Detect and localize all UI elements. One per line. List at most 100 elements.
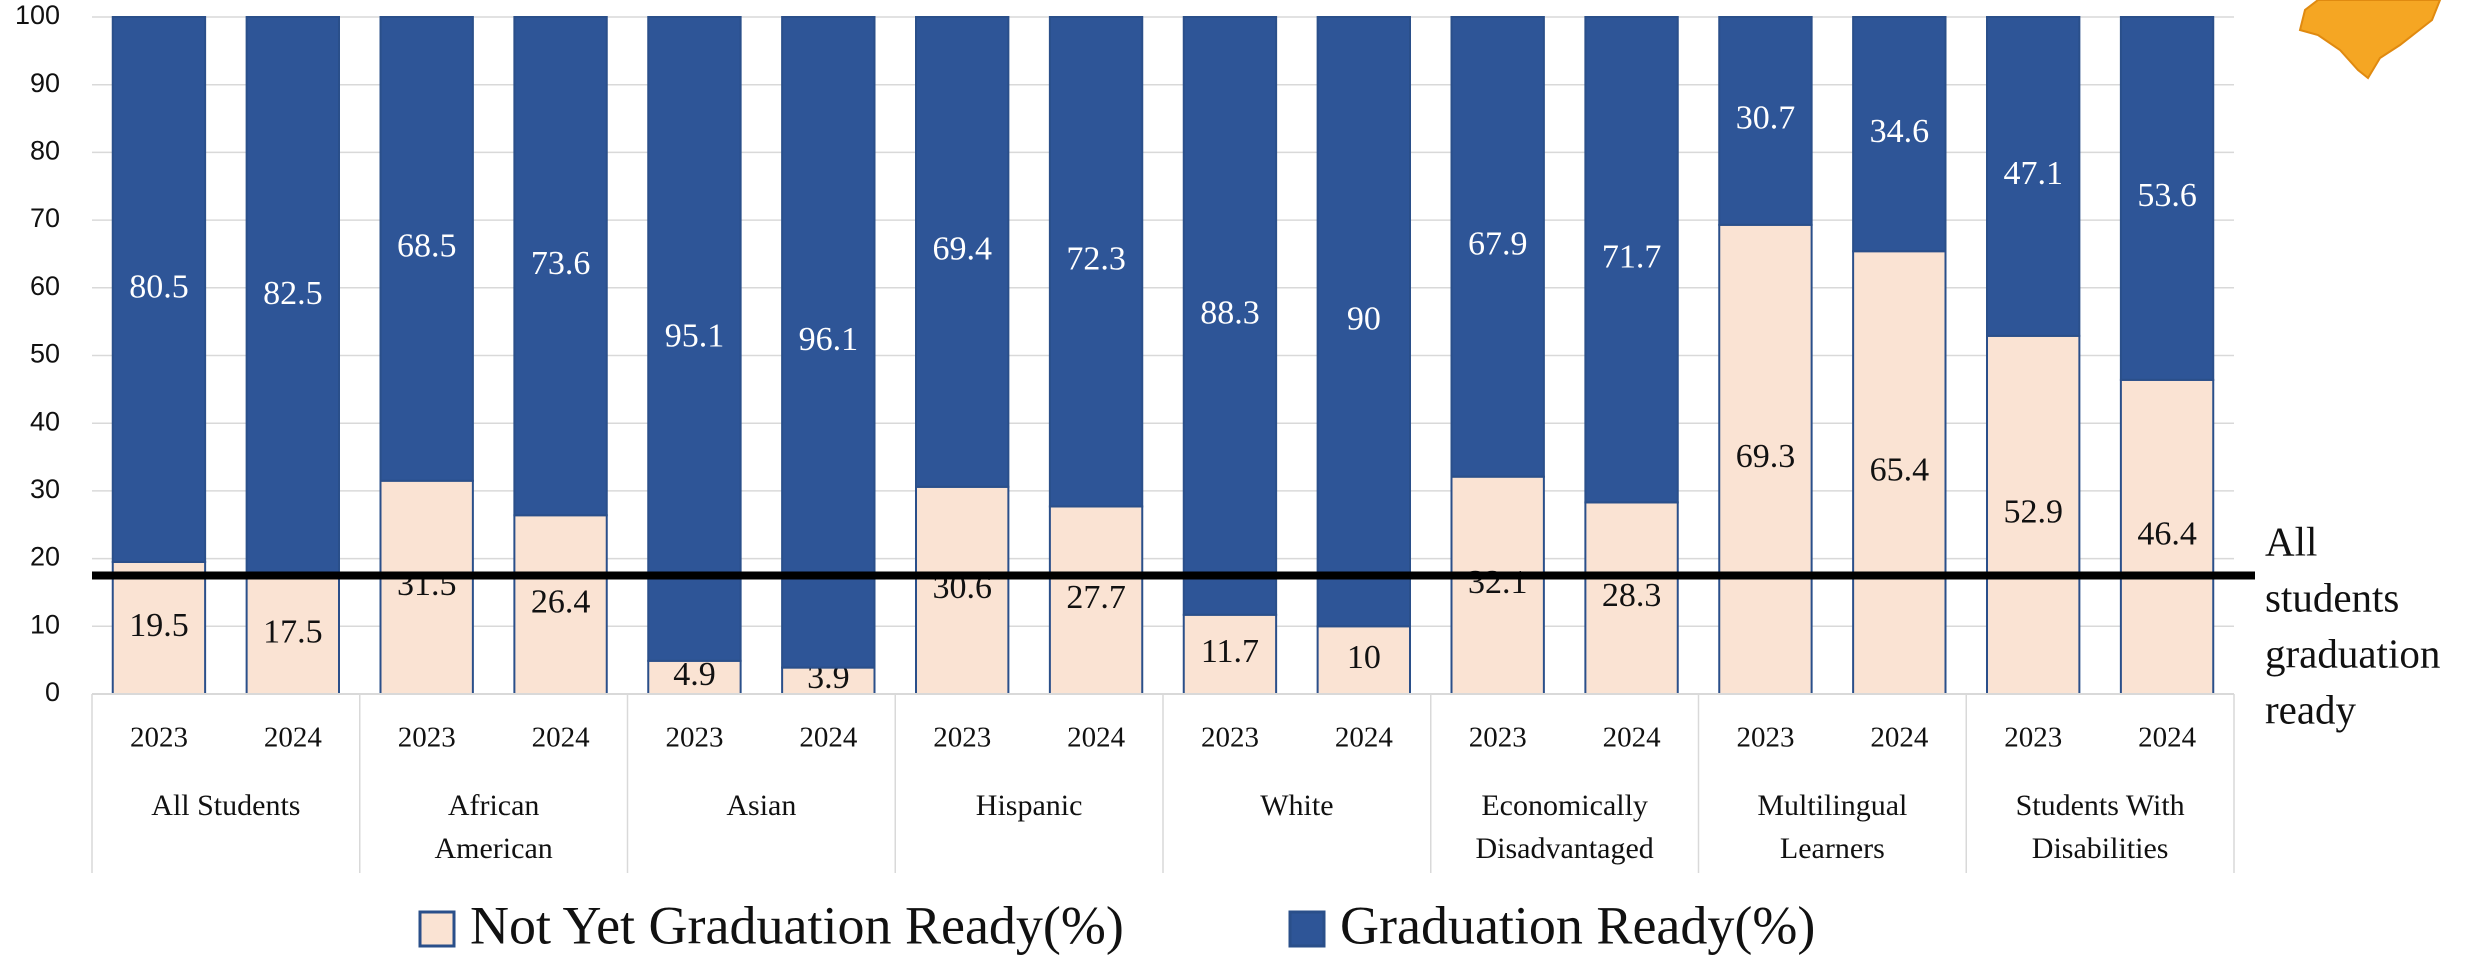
state-icon <box>2298 0 2442 80</box>
bar-segment <box>111 560 207 695</box>
legend-label: Graduation Ready(%) <box>1340 895 1815 955</box>
bar-segment <box>379 479 474 695</box>
x-tick-label: 2024 <box>264 722 323 754</box>
data-label: 73.6 <box>531 245 591 282</box>
bar-segment <box>1048 16 1144 508</box>
data-label: 82.5 <box>263 275 323 312</box>
y-tick-label: 0 <box>45 677 60 707</box>
bar-segment <box>513 514 608 695</box>
bar-segment <box>915 16 1010 488</box>
group-label: Students With <box>2016 789 2185 822</box>
group-label: Multilingual <box>1757 789 1907 822</box>
data-label: 68.5 <box>397 228 457 265</box>
x-tick-label: 2023 <box>1736 722 1794 754</box>
data-label: 19.5 <box>129 607 189 644</box>
group-label: Learners <box>1780 832 1885 865</box>
y-tick-label: 80 <box>30 136 60 166</box>
reference-label: students <box>2265 574 2399 620</box>
group-label: American <box>434 832 552 865</box>
data-label: 53.6 <box>2137 177 2197 214</box>
bar-segment <box>1316 16 1411 628</box>
y-tick-label: 10 <box>30 609 60 639</box>
bar-segment <box>245 16 340 577</box>
x-tick-label: 2023 <box>933 722 991 754</box>
bar-segment <box>1316 625 1411 695</box>
data-label: 17.5 <box>263 614 323 651</box>
data-label: 80.5 <box>129 268 189 305</box>
x-tick-label: 2024 <box>532 722 591 754</box>
x-tick-label: 2024 <box>1870 722 1929 754</box>
bar-segment <box>245 574 340 696</box>
bar-segment <box>1182 613 1278 696</box>
data-label: 32.1 <box>1468 564 1528 601</box>
x-tick-label: 2024 <box>1603 722 1662 754</box>
data-label: 34.6 <box>1870 113 1930 150</box>
bar-segment <box>111 16 207 563</box>
bar-segment <box>647 16 742 662</box>
data-label: 11.7 <box>1201 633 1259 670</box>
x-tick-label: 2024 <box>799 722 858 754</box>
data-label: 96.1 <box>799 321 859 358</box>
bar-segment <box>2119 378 2215 695</box>
bar-segment <box>1718 223 1813 696</box>
x-tick-label: 2023 <box>1469 722 1527 754</box>
data-label: 52.9 <box>2003 494 2063 531</box>
data-label: 88.3 <box>1200 295 1260 332</box>
x-tick-label: 2024 <box>1067 722 1126 754</box>
data-label: 72.3 <box>1066 241 1126 278</box>
group-label: Asian <box>726 789 796 822</box>
bar-segment <box>379 16 474 482</box>
data-label: 90 <box>1347 300 1381 337</box>
bar-segment <box>2119 16 2215 381</box>
data-label: 69.3 <box>1736 438 1796 475</box>
group-label: Economically <box>1481 789 1648 822</box>
bar-segment <box>1584 16 1679 504</box>
bar-segment <box>1986 16 2081 337</box>
y-tick-label: 100 <box>15 0 60 30</box>
data-label: 27.7 <box>1066 579 1126 616</box>
y-tick-label: 70 <box>30 203 60 233</box>
data-label: 65.4 <box>1870 451 1930 488</box>
x-tick-label: 2023 <box>130 722 188 754</box>
x-tick-label: 2023 <box>2004 722 2062 754</box>
group-label: All Students <box>151 789 300 822</box>
bar-segment <box>781 16 876 669</box>
bar-segment <box>1450 16 1545 478</box>
reference-label: All <box>2265 518 2317 564</box>
data-label: 46.4 <box>2137 516 2197 553</box>
data-label: 95.1 <box>665 318 725 355</box>
bar-segment <box>513 16 608 517</box>
y-tick-label: 30 <box>30 474 60 504</box>
legend-swatch <box>1288 910 1326 948</box>
x-tick-label: 2023 <box>1201 722 1259 754</box>
bar-segment <box>647 659 742 696</box>
legend-label: Not Yet Graduation Ready(%) <box>470 895 1124 955</box>
y-tick-label: 40 <box>30 406 60 436</box>
bar-segment <box>1852 16 1947 253</box>
data-label: 69.4 <box>932 231 992 268</box>
x-tick-label: 2023 <box>665 722 723 754</box>
y-tick-label: 50 <box>30 339 60 369</box>
reference-label: graduation <box>2265 630 2440 676</box>
bar-segment <box>915 485 1010 696</box>
data-label: 26.4 <box>531 583 591 620</box>
group-label: Hispanic <box>976 789 1083 822</box>
bar-segment <box>1852 250 1947 695</box>
data-label: 67.9 <box>1468 226 1528 263</box>
group-label: African <box>448 789 540 822</box>
data-label: 10 <box>1347 639 1381 676</box>
group-label: Disabilities <box>2032 832 2169 865</box>
y-tick-label: 60 <box>30 271 60 301</box>
x-tick-label: 2024 <box>2138 722 2197 754</box>
reference-label: ready <box>2265 686 2357 732</box>
data-label: 4.9 <box>673 656 716 693</box>
legend-swatch <box>418 910 456 948</box>
data-label: 28.3 <box>1602 577 1662 614</box>
y-tick-label: 20 <box>30 542 60 572</box>
data-label: 30.7 <box>1736 100 1796 137</box>
bar-segment <box>1718 16 1813 226</box>
y-tick-label: 90 <box>30 68 60 98</box>
x-tick-label: 2023 <box>398 722 456 754</box>
data-label: 71.7 <box>1602 239 1662 276</box>
